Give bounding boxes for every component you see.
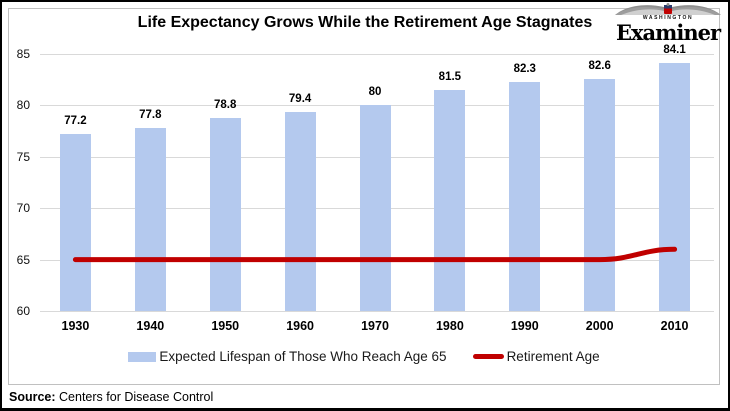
bar-value-label: 77.2: [64, 115, 87, 128]
legend-label-lifespan: Expected Lifespan of Those Who Reach Age…: [159, 349, 447, 364]
bar: [209, 117, 241, 311]
bar-value-label: 80: [368, 86, 382, 99]
bar-value-label: 82.3: [513, 62, 536, 75]
bar: [584, 78, 616, 311]
retirement-line-swatch-icon: [472, 354, 504, 359]
bar-value-label: 82.6: [588, 59, 611, 72]
y-axis-label: 70: [16, 201, 30, 216]
bar: [434, 89, 466, 311]
bar: [509, 81, 541, 311]
bar: [359, 105, 391, 311]
bar-value-label: 79.4: [288, 92, 312, 105]
examiner-logo: WASHINGTON Examiner: [611, 3, 725, 43]
x-axis-label: 2010: [660, 319, 689, 333]
y-axis-label: 65: [16, 252, 30, 267]
chart-legend: Expected Lifespan of Those Who Reach Age…: [8, 349, 720, 364]
bar: [659, 63, 691, 311]
bar: [284, 111, 316, 311]
legend-item-retirement: Retirement Age: [472, 349, 600, 364]
y-axis-label: 60: [16, 304, 30, 318]
bar: [59, 134, 91, 311]
source-value: Centers for Disease Control: [59, 390, 214, 404]
source-label: Source:: [9, 390, 56, 404]
y-axis-label: 75: [16, 149, 30, 164]
x-axis-label: 1970: [361, 319, 389, 333]
logo-city-text: WASHINGTON: [642, 15, 694, 21]
x-axis-label: 1980: [435, 319, 464, 333]
x-axis-label: 2000: [585, 319, 614, 333]
bar-value-label: 78.8: [214, 98, 237, 111]
chart-title: Life Expectancy Grows While the Retireme…: [137, 14, 593, 31]
x-axis-label: 1990: [510, 319, 539, 333]
x-axis-label: 1950: [211, 319, 240, 333]
logo-brand-text: Examiner: [615, 20, 721, 45]
x-axis-label: 1960: [286, 319, 315, 333]
legend-item-lifespan: Expected Lifespan of Those Who Reach Age…: [128, 349, 447, 364]
y-axis-label: 85: [16, 47, 30, 61]
x-axis-label: 1940: [136, 319, 165, 333]
lifespan-bar-swatch-icon: [128, 351, 157, 362]
gridline: [40, 54, 714, 55]
examiner-eagle-icon: [615, 3, 721, 15]
bar-value-label: 77.8: [139, 109, 162, 122]
bar-value-label: 81.5: [438, 70, 462, 83]
bar: [134, 128, 166, 311]
source-line: Source: Centers for Disease Control: [9, 390, 213, 404]
y-axis-label: 80: [16, 98, 30, 113]
gridline: [40, 311, 714, 312]
bar-value-label: 84.1: [663, 44, 686, 57]
legend-label-retirement: Retirement Age: [506, 349, 600, 364]
x-axis-label: 1930: [61, 319, 90, 333]
